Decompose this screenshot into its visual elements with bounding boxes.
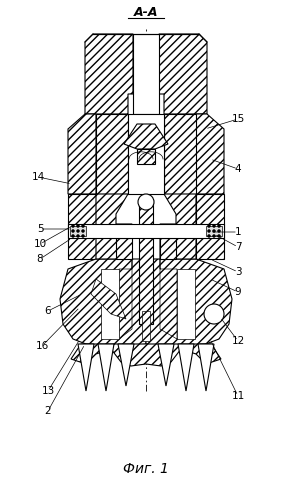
Polygon shape: [164, 114, 196, 194]
Text: А-А: А-А: [134, 5, 158, 18]
Circle shape: [213, 225, 215, 228]
Circle shape: [218, 230, 220, 233]
Polygon shape: [71, 344, 221, 366]
Polygon shape: [124, 124, 168, 149]
Text: 11: 11: [231, 391, 245, 401]
Text: 13: 13: [41, 386, 55, 396]
Text: 15: 15: [231, 114, 245, 124]
Circle shape: [208, 235, 211, 238]
Circle shape: [77, 230, 79, 233]
Circle shape: [72, 230, 74, 233]
Circle shape: [204, 304, 224, 324]
Text: 5: 5: [37, 224, 43, 234]
Polygon shape: [160, 259, 177, 339]
Polygon shape: [118, 344, 134, 386]
Circle shape: [81, 235, 84, 238]
Text: 12: 12: [231, 336, 245, 346]
Text: 16: 16: [35, 341, 49, 351]
Text: 7: 7: [235, 242, 241, 252]
Circle shape: [77, 225, 79, 228]
Circle shape: [213, 235, 215, 238]
Polygon shape: [85, 34, 133, 114]
Circle shape: [72, 225, 74, 228]
Text: 10: 10: [34, 239, 46, 249]
Polygon shape: [178, 344, 194, 391]
Circle shape: [72, 235, 74, 238]
Text: 6: 6: [45, 306, 51, 316]
Circle shape: [213, 230, 215, 233]
Circle shape: [208, 225, 211, 228]
Circle shape: [208, 230, 211, 233]
Polygon shape: [196, 114, 224, 194]
Polygon shape: [60, 259, 146, 347]
Polygon shape: [198, 344, 214, 391]
Circle shape: [138, 194, 154, 210]
Polygon shape: [119, 259, 132, 339]
Polygon shape: [160, 194, 196, 259]
Polygon shape: [158, 344, 174, 386]
Circle shape: [81, 230, 84, 233]
Bar: [128, 114, 164, 194]
Polygon shape: [146, 259, 232, 347]
Bar: [137, 149, 155, 164]
Polygon shape: [196, 194, 224, 259]
Text: 2: 2: [45, 406, 51, 416]
Polygon shape: [116, 238, 132, 259]
Bar: [142, 311, 150, 341]
Text: 9: 9: [235, 287, 241, 297]
Polygon shape: [78, 344, 94, 391]
Polygon shape: [159, 34, 207, 114]
Text: 1: 1: [235, 227, 241, 237]
Polygon shape: [68, 194, 96, 259]
Bar: [133, 34, 159, 114]
Bar: [177, 269, 195, 339]
Polygon shape: [160, 238, 176, 259]
Bar: [139, 199, 153, 324]
Circle shape: [77, 235, 79, 238]
Text: 14: 14: [31, 172, 45, 182]
Polygon shape: [68, 114, 96, 194]
Bar: [68, 224, 224, 238]
Polygon shape: [98, 344, 114, 391]
Polygon shape: [96, 114, 128, 194]
Bar: [101, 269, 119, 339]
Circle shape: [218, 225, 220, 228]
Circle shape: [218, 235, 220, 238]
Text: 8: 8: [37, 254, 43, 264]
Bar: [206, 226, 222, 236]
Bar: [70, 226, 86, 236]
Text: Фиг. 1: Фиг. 1: [123, 462, 169, 476]
Polygon shape: [91, 279, 126, 319]
Text: 3: 3: [235, 267, 241, 277]
Text: 4: 4: [235, 164, 241, 174]
Circle shape: [81, 225, 84, 228]
Polygon shape: [96, 194, 132, 259]
